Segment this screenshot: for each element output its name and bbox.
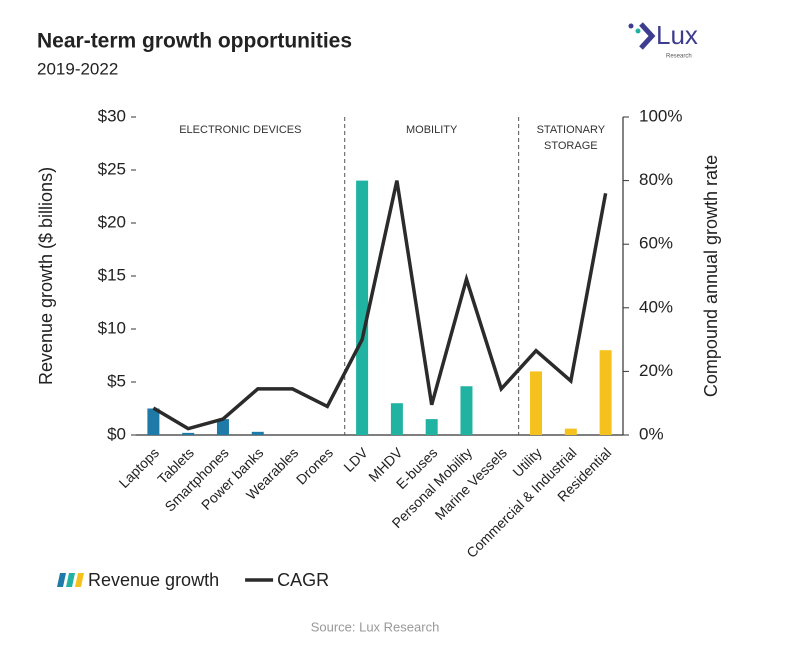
chart-title: Near-term growth opportunities	[37, 30, 352, 53]
y-tick-label: $30	[98, 106, 126, 125]
logo-chevron	[639, 22, 656, 50]
bar	[251, 431, 264, 435]
y2-tick-label: 60%	[639, 234, 673, 253]
chart-subtitle: 2019-2022	[37, 59, 118, 78]
logo-text: Lux	[656, 20, 698, 50]
bar	[356, 180, 369, 435]
logo-sub: Research	[666, 54, 692, 60]
legend-label: Revenue growth	[88, 570, 219, 590]
y2-tick-label: 40%	[639, 297, 673, 316]
legend-swatch	[66, 573, 75, 587]
bar	[182, 432, 195, 435]
y-axis-label: Revenue growth ($ billions)	[36, 167, 56, 385]
y2-tick-label: 80%	[639, 170, 673, 189]
y2-tick-label: 0%	[639, 424, 664, 443]
bar	[460, 386, 473, 435]
y-tick-label: $20	[98, 212, 126, 231]
line	[152, 180, 608, 431]
group-label: MOBILITY	[406, 124, 458, 136]
y-tick-label: $25	[98, 159, 126, 178]
y-tick-label: $5	[107, 371, 126, 390]
x-tick-label: LDV	[340, 444, 371, 475]
bar	[216, 419, 229, 435]
logo-dot	[635, 28, 641, 34]
logo-dot	[628, 23, 634, 29]
bar	[390, 403, 403, 435]
bar	[147, 408, 160, 435]
legend-label: CAGR	[277, 570, 329, 590]
y-tick-label: $15	[98, 265, 126, 284]
bar	[564, 428, 577, 435]
source: Source: Lux Research	[311, 619, 440, 634]
x-tick-label: Laptops	[116, 444, 163, 491]
bar	[425, 419, 438, 435]
x-tick-label: Drones	[293, 444, 336, 487]
group-label: STATIONARY	[537, 124, 606, 136]
legend-swatch	[75, 573, 84, 587]
legend-swatch	[57, 573, 66, 587]
y2-axis-label: Compound annual growth rate	[701, 155, 721, 397]
y2-tick-label: 100%	[639, 106, 682, 125]
y-tick-label: $0	[107, 424, 126, 443]
y-tick-label: $10	[98, 318, 126, 337]
y2-tick-label: 20%	[639, 361, 673, 380]
group-label: STORAGE	[544, 140, 598, 152]
logo: Lux Research	[628, 20, 698, 60]
group-label: ELECTRONIC DEVICES	[179, 124, 301, 136]
bar	[599, 350, 612, 435]
bar	[530, 371, 543, 435]
